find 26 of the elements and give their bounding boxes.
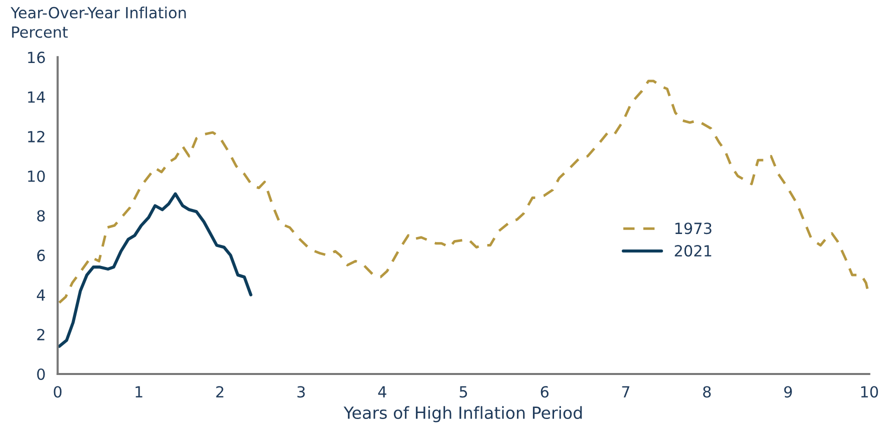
legend-label: 2021 bbox=[674, 245, 712, 257]
y-tick-label: 4 bbox=[36, 289, 45, 301]
x-tick-label: 0 bbox=[54, 386, 62, 398]
legend-label: 1973 bbox=[675, 222, 712, 234]
x-tick-label: 7 bbox=[622, 386, 630, 398]
y-tick-label: 8 bbox=[37, 210, 45, 222]
x-tick-label: 10 bbox=[861, 386, 878, 398]
y-tick-label: 12 bbox=[28, 130, 44, 142]
y-tick-label: 6 bbox=[37, 250, 45, 262]
x-tick-label: 6 bbox=[540, 386, 549, 398]
x-tick-label: 4 bbox=[378, 386, 386, 398]
y-tick-label: 14 bbox=[28, 91, 45, 103]
line-series bbox=[58, 192, 252, 348]
x-tick-label: 8 bbox=[703, 386, 711, 398]
x-tick-label: 5 bbox=[460, 386, 467, 398]
x-axis-title: Years of High Inflation Period bbox=[344, 406, 582, 422]
y-tick-label: 0 bbox=[37, 368, 45, 380]
x-tick-label: 1 bbox=[136, 386, 142, 398]
y-tick-label: 2 bbox=[37, 328, 44, 340]
x-tick-label: 9 bbox=[784, 386, 792, 398]
y-tick-label: 16 bbox=[28, 52, 45, 64]
x-tick-label: 3 bbox=[297, 386, 305, 398]
line-series bbox=[58, 80, 870, 304]
x-tick-label: 2 bbox=[216, 386, 224, 398]
y-axis-title: Year-Over-Year Inflation Percent bbox=[10, 6, 186, 38]
y-tick-label: 10 bbox=[28, 170, 45, 182]
